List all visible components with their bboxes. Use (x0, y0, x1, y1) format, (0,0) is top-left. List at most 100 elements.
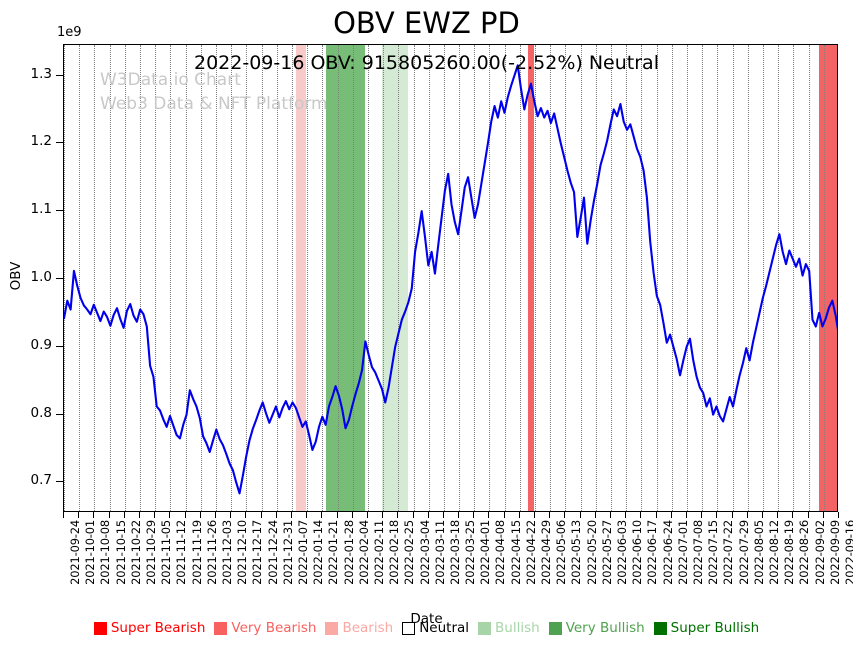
x-tick-mark (275, 512, 277, 518)
x-tick-label: 2022-06-10 (630, 520, 645, 585)
x-tick-label: 2022-01-14 (311, 520, 326, 585)
gridline (535, 45, 537, 511)
gridline (763, 45, 765, 511)
gridline (428, 45, 430, 511)
legend-label: Neutral (419, 620, 470, 636)
x-tick-mark (458, 512, 460, 518)
x-tick-mark (792, 512, 794, 518)
x-tick-label: 2021-09-24 (68, 520, 82, 585)
legend-label: Very Bullish (565, 620, 645, 636)
x-tick-label: 2022-08-26 (797, 520, 812, 585)
x-tick-mark (686, 512, 688, 518)
gridline (474, 45, 476, 511)
gridline (307, 45, 309, 511)
gridline (322, 45, 324, 511)
x-tick-mark (716, 512, 718, 518)
gridline (443, 45, 445, 511)
gridline (200, 45, 202, 511)
y-tick-label: 1.2 (30, 133, 52, 150)
gridline (246, 45, 248, 511)
legend-swatch-icon (93, 621, 107, 635)
x-tick-label: 2021-10-15 (113, 520, 128, 585)
x-tick-label: 2022-06-17 (645, 520, 660, 585)
gridline (793, 45, 795, 511)
gridline (215, 45, 217, 511)
x-tick-label: 2022-01-07 (295, 520, 310, 585)
gridline (747, 45, 749, 511)
legend-item[interactable]: Bearish (325, 620, 393, 636)
gridline (276, 45, 278, 511)
gridline (778, 45, 780, 511)
gridline (671, 45, 673, 511)
x-tick-label: 2022-06-24 (660, 520, 675, 585)
gridline (687, 45, 689, 511)
x-tick-label: 2022-07-29 (736, 520, 751, 585)
x-tick-mark (351, 512, 353, 518)
signal-band (325, 45, 366, 511)
x-tick-label: 2022-02-25 (402, 520, 417, 585)
x-tick-mark (534, 512, 536, 518)
y-tick-mark (56, 210, 63, 212)
gridline (550, 45, 552, 511)
x-tick-mark (777, 512, 779, 518)
legend-item[interactable]: Neutral (402, 620, 469, 636)
gridline (337, 45, 339, 511)
x-tick-label: 2022-02-11 (371, 520, 386, 585)
legend-item[interactable]: Super Bullish (653, 620, 759, 636)
x-tick-mark (290, 512, 292, 518)
x-tick-mark (670, 512, 672, 518)
gridline (231, 45, 233, 511)
gridline (261, 45, 263, 511)
gridline (504, 45, 506, 511)
x-tick-label: 2022-07-22 (721, 520, 736, 585)
y-tick-mark (56, 74, 63, 76)
x-tick-mark (336, 512, 338, 518)
x-tick-label: 2022-05-20 (584, 520, 599, 585)
x-tick-label: 2022-03-25 (463, 520, 478, 585)
x-tick-label: 2022-03-11 (432, 520, 447, 585)
x-tick-mark (594, 512, 596, 518)
legend-item[interactable]: Very Bullish (548, 620, 645, 636)
x-tick-mark (564, 512, 566, 518)
x-tick-mark (260, 512, 262, 518)
gridline (398, 45, 400, 511)
gridline (79, 45, 81, 511)
legend-item[interactable]: Super Bearish (93, 620, 205, 636)
x-tick-label: 2022-04-22 (523, 520, 538, 585)
x-tick-label: 2022-03-04 (417, 520, 432, 585)
gridline (383, 45, 385, 511)
signal-band (381, 45, 409, 511)
y-tick-label: 1.3 (30, 65, 52, 82)
x-tick-mark (838, 512, 839, 518)
gridline (595, 45, 597, 511)
x-tick-label: 2022-07-15 (706, 520, 721, 585)
x-tick-mark (640, 512, 642, 518)
x-tick-mark (199, 512, 201, 518)
x-tick-label: 2021-12-31 (280, 520, 295, 585)
x-tick-label: 2022-09-02 (812, 520, 827, 585)
x-tick-mark (822, 512, 824, 518)
x-tick-label: 2021-11-19 (189, 520, 204, 585)
obv-line-series (64, 64, 837, 495)
y-tick-label: 1.1 (30, 201, 52, 218)
x-tick-label: 2022-09-09 (827, 520, 842, 585)
gridline (155, 45, 157, 511)
gridline (291, 45, 293, 511)
gridline (352, 45, 354, 511)
x-tick-label: 2021-12-24 (265, 520, 280, 585)
legend-item[interactable]: Very Bearish (214, 620, 316, 636)
x-tick-mark (123, 512, 125, 518)
x-tick-label: 2022-08-19 (782, 520, 797, 585)
legend-item[interactable]: Bullish (478, 620, 540, 636)
gridline (64, 45, 65, 511)
x-tick-mark (154, 512, 156, 518)
y-tick-mark (56, 142, 63, 144)
x-tick-mark (366, 512, 368, 518)
gridline (109, 45, 111, 511)
gridline (626, 45, 628, 511)
gridline (139, 45, 141, 511)
x-tick-mark (138, 512, 140, 518)
gridline (717, 45, 719, 511)
x-tick-label: 2022-07-01 (675, 520, 690, 585)
